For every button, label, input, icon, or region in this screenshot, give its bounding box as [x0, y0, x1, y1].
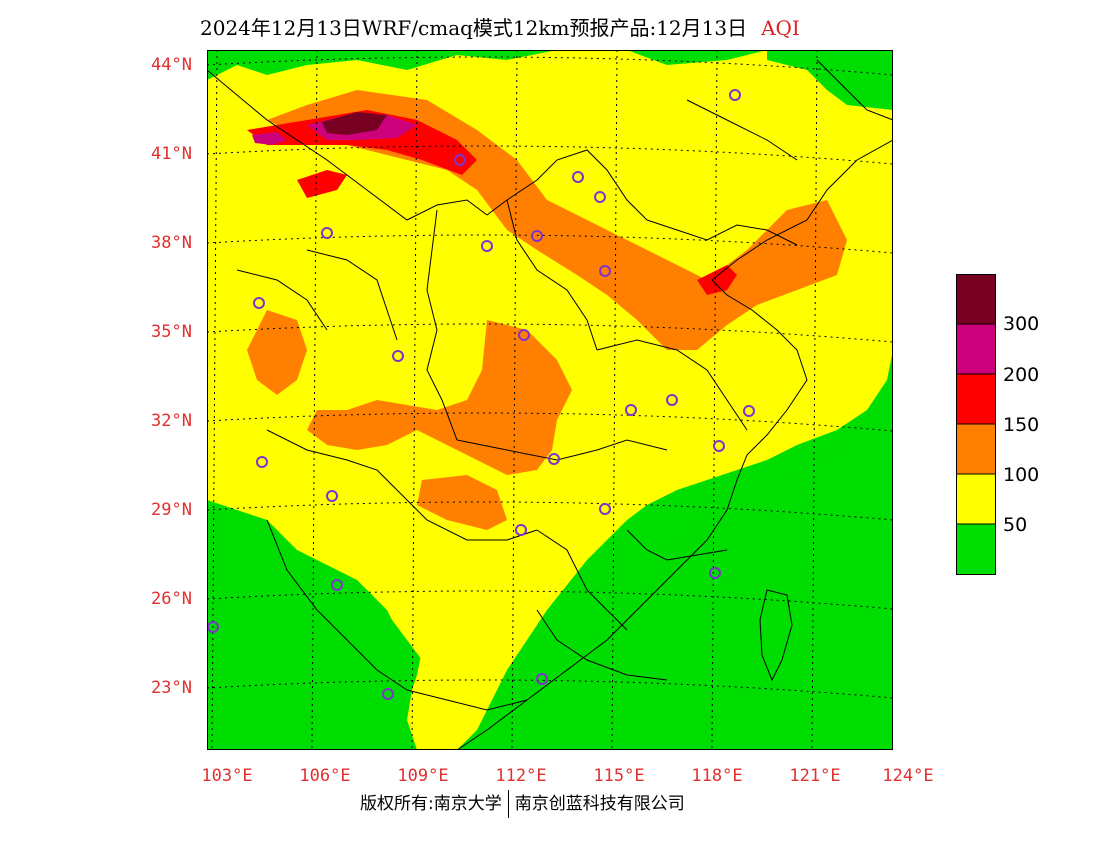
legend-label: 50: [1003, 514, 1028, 536]
legend-label: 100: [1003, 464, 1040, 486]
lat-label: 41°N: [151, 144, 192, 164]
legend-swatch-very-unhealthy: [956, 324, 996, 374]
lon-label: 112°E: [495, 766, 547, 786]
station-marker: [253, 297, 265, 309]
aqi-map: [207, 50, 893, 750]
aqi-usg-sichuan: [247, 310, 307, 395]
legend-swatch-hazardous: [956, 274, 996, 324]
company-text: 南京创蓝科技有限公司: [514, 794, 685, 814]
station-marker: [518, 329, 530, 341]
station-marker: [572, 171, 584, 183]
variable-label: AQI: [761, 16, 800, 40]
station-marker: [599, 503, 611, 515]
station-marker: [709, 567, 721, 579]
aqi-good-coast: [507, 410, 893, 750]
station-marker: [713, 440, 725, 452]
aqi-legend-colorbar: [956, 274, 996, 575]
lat-label: 38°N: [151, 233, 192, 253]
aqi-good-northeast: [767, 50, 893, 105]
aqi-unhealthy-north: [247, 110, 477, 175]
lat-label: 35°N: [151, 322, 192, 342]
lon-label: 103°E: [201, 766, 253, 786]
legend-swatch-usg: [956, 424, 996, 474]
station-marker: [326, 490, 338, 502]
station-marker: [625, 404, 637, 416]
aqi-unhealthy-west: [297, 170, 347, 198]
station-marker: [743, 405, 755, 417]
station-marker: [515, 524, 527, 536]
lat-label: 23°N: [151, 678, 192, 698]
lon-label: 118°E: [691, 766, 743, 786]
station-marker: [531, 230, 543, 242]
station-marker: [256, 456, 268, 468]
aqi-unhealthy-shandong: [697, 265, 737, 295]
legend-label: 200: [1003, 364, 1040, 386]
map-title-text: 2024年12月13日WRF/cmaq模式12km预报产品:12月13日: [200, 16, 748, 40]
aqi-hazardous: [322, 112, 387, 135]
station-marker: [594, 191, 606, 203]
station-marker: [548, 453, 560, 465]
lat-label: 29°N: [151, 500, 192, 520]
station-marker: [481, 240, 493, 252]
station-marker: [599, 265, 611, 277]
province-boundaries: [207, 59, 893, 750]
lon-label: 109°E: [397, 766, 449, 786]
legend-label: 300: [1003, 313, 1040, 335]
copyright-footer: 版权所有:南京大学 南京创蓝科技有限公司: [360, 789, 685, 818]
station-marker: [536, 673, 548, 685]
aqi-very-unhealthy-west: [252, 132, 287, 145]
lon-label: 124°E: [882, 766, 934, 786]
station-marker: [392, 350, 404, 362]
station-marker: [454, 154, 466, 166]
station-marker: [666, 394, 678, 406]
lat-label: 26°N: [151, 589, 192, 609]
lon-label: 115°E: [593, 766, 645, 786]
station-marker: [331, 579, 343, 591]
legend-swatch-moderate: [956, 474, 996, 524]
lon-label: 121°E: [789, 766, 841, 786]
footer-separator: [507, 790, 509, 818]
aqi-moderate-south: [407, 530, 517, 740]
aqi-good-southwest: [207, 520, 407, 750]
aqi-usg-central: [307, 320, 572, 475]
city-station-markers: [207, 89, 755, 700]
legend-swatch-good: [956, 524, 996, 575]
lat-label: 44°N: [151, 55, 192, 75]
station-marker: [321, 227, 333, 239]
legend-swatch-unhealthy: [956, 374, 996, 424]
station-marker: [729, 89, 741, 101]
lat-label: 32°N: [151, 411, 192, 431]
copyright-text: 版权所有:南京大学: [360, 794, 502, 814]
legend-label: 150: [1003, 414, 1040, 436]
map-title: 2024年12月13日WRF/cmaq模式12km预报产品:12月13日 AQI: [200, 12, 800, 41]
taiwan-island: [759, 589, 793, 682]
lon-label: 106°E: [299, 766, 351, 786]
map-frame: [207, 50, 893, 750]
aqi-usg-chongqing: [417, 475, 507, 530]
graticule: [207, 50, 893, 750]
station-marker: [382, 688, 394, 700]
